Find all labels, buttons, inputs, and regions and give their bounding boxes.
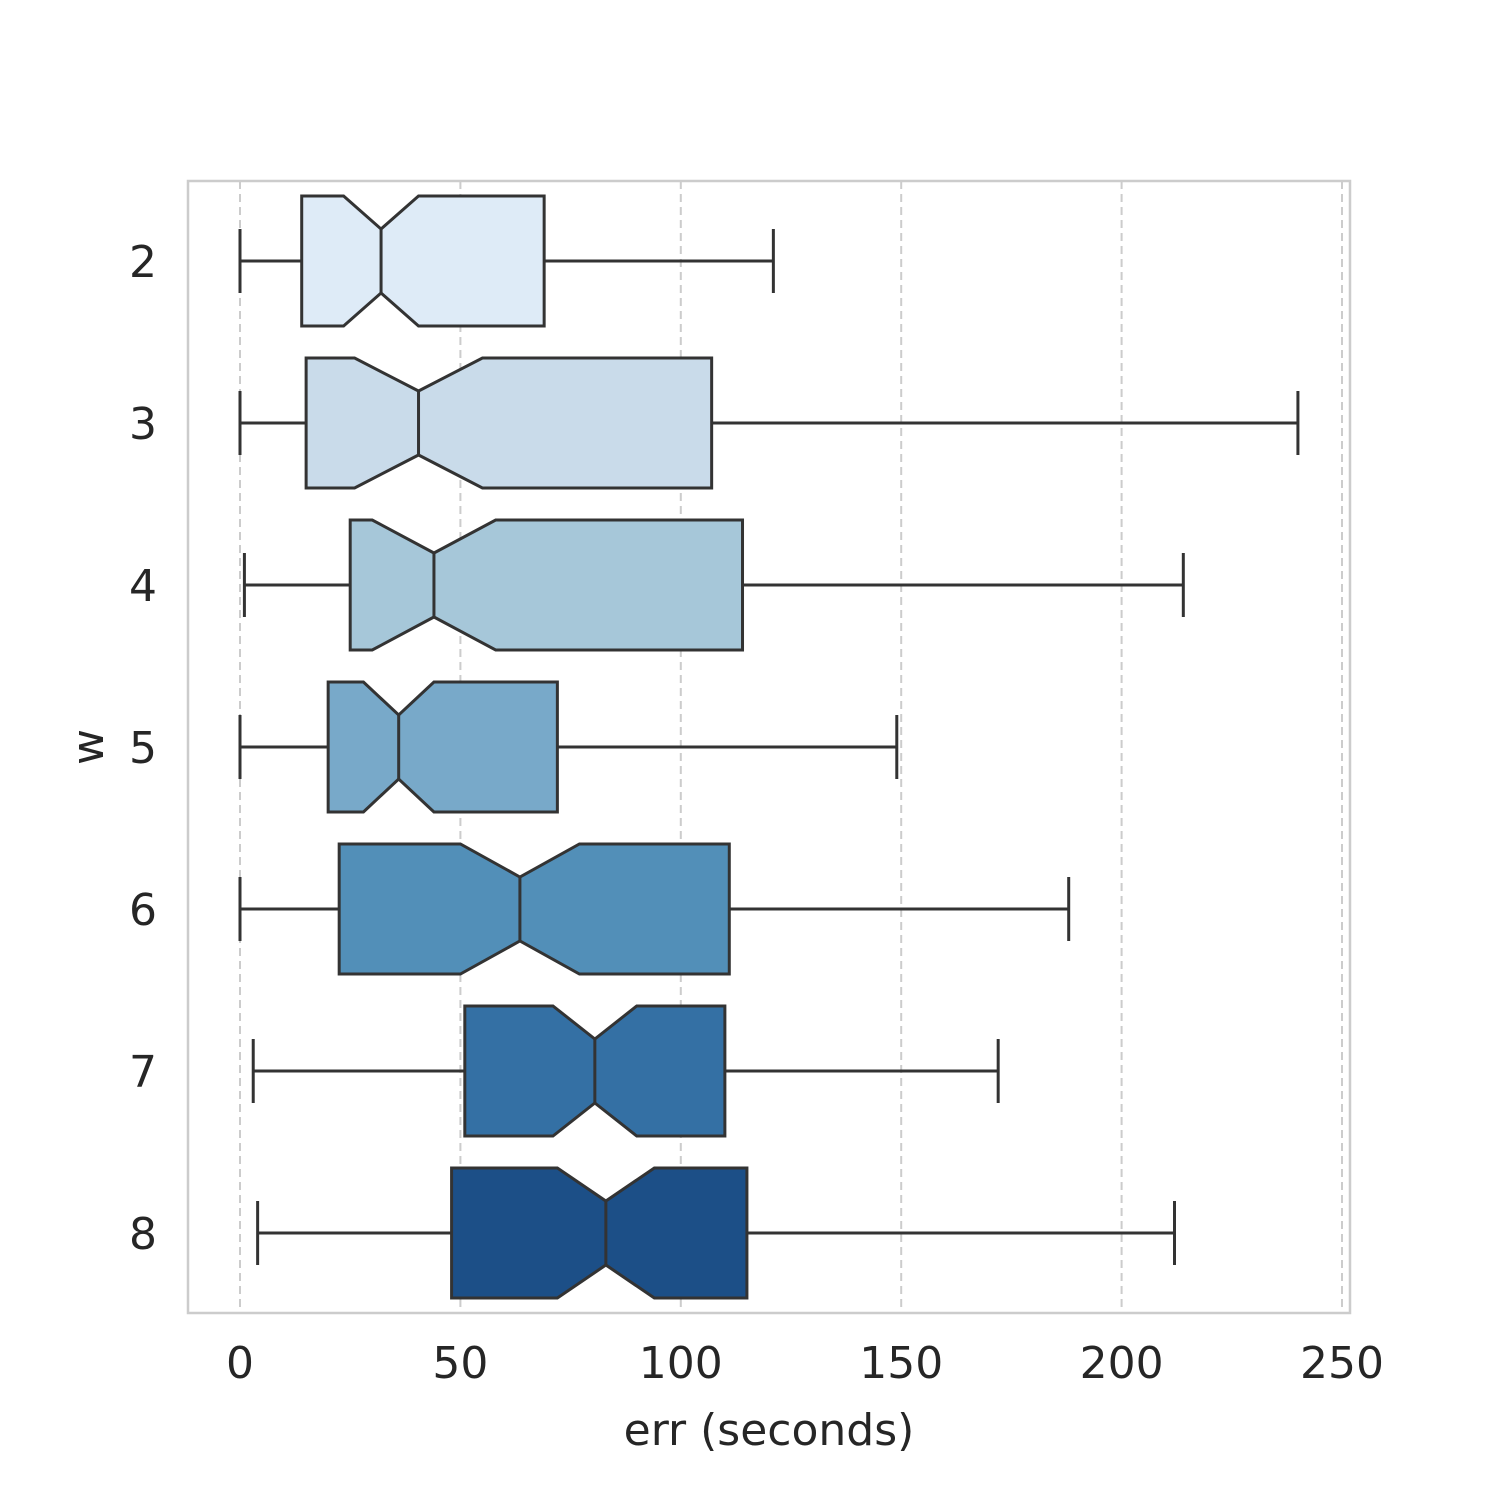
x-tick-label-50: 50 xyxy=(432,1338,488,1389)
box-body xyxy=(348,518,745,652)
y-tick-label-3: 3 xyxy=(129,399,157,450)
y-tick-label-7: 7 xyxy=(129,1047,157,1098)
plot-frame xyxy=(186,179,1352,1315)
x-tick-label-150: 150 xyxy=(859,1338,943,1389)
box-w-2 xyxy=(238,194,775,328)
y-tick-label-8: 8 xyxy=(129,1209,157,1260)
box-w-7 xyxy=(251,1004,1000,1138)
x-tick-label-0: 0 xyxy=(226,1338,254,1389)
y-tick-label-2: 2 xyxy=(129,237,157,288)
x-tick-label-200: 200 xyxy=(1080,1338,1164,1389)
x-axis-label: err (seconds) xyxy=(624,1405,915,1456)
x-tick-labels: 0 50 100 150 200 250 xyxy=(226,1338,1384,1389)
x-tick-label-250: 250 xyxy=(1300,1338,1384,1389)
box-layer xyxy=(238,194,1300,1300)
y-tick-labels: 2 3 4 5 6 7 8 xyxy=(129,237,157,1260)
box-body xyxy=(450,1166,749,1300)
y-tick-label-4: 4 xyxy=(129,561,157,612)
y-tick-label-5: 5 xyxy=(129,723,157,774)
box-body xyxy=(300,194,546,328)
box-body xyxy=(326,680,559,814)
box-w-6 xyxy=(238,842,1071,976)
box-w-8 xyxy=(256,1166,1176,1300)
box-w-4 xyxy=(242,518,1185,652)
y-axis-label: w xyxy=(63,729,114,765)
box-w-3 xyxy=(238,356,1300,490)
y-tick-label-6: 6 xyxy=(129,885,157,936)
box-w-5 xyxy=(238,680,899,814)
box-body xyxy=(304,356,714,490)
box-body xyxy=(337,842,731,976)
x-tick-label-100: 100 xyxy=(639,1338,723,1389)
